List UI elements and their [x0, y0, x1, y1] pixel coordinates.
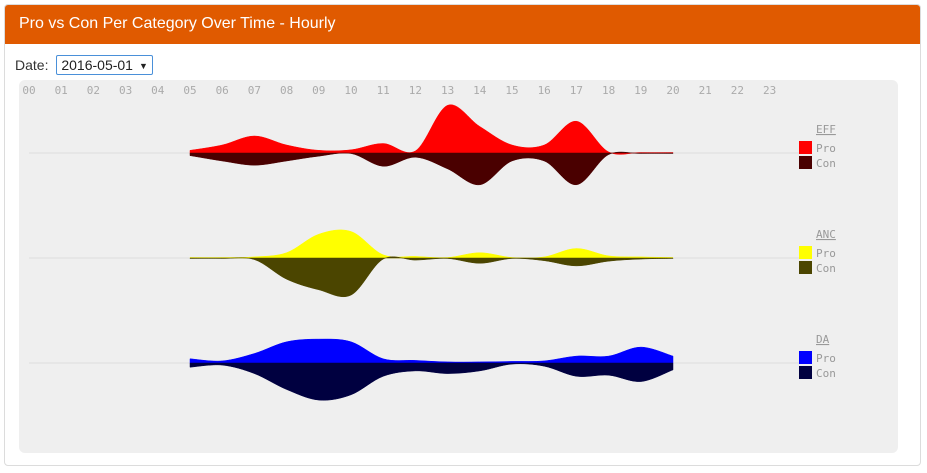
legend-swatch: [799, 261, 812, 274]
streamgraph-chart: 00 01 02 03 04 05 06 07 08 09 10 11 12 13 14 15 16 17 18 19…: [22, 84, 836, 401]
hour-tick-label: 12: [409, 84, 422, 97]
legend-category-label: ANC: [816, 228, 836, 241]
hour-tick-label: 11: [377, 84, 390, 97]
hour-tick-label: 10: [344, 84, 357, 97]
legend-swatch: [799, 156, 812, 169]
plot-area: 00 01 02 03 04 05 06 07 08 09 10 11 12 13 14 15 16 17 18 19…: [19, 80, 898, 453]
hour-tick-label: 00: [22, 84, 35, 97]
hour-tick-label: 07: [248, 84, 261, 97]
page-title: Pro vs Con Per Category Over Time - Hour…: [19, 15, 336, 32]
legend-category-label: DA: [816, 333, 830, 346]
panel-heading: Pro vs Con Per Category Over Time - Hour…: [5, 5, 920, 44]
chevron-down-icon: ▼: [138, 61, 148, 72]
hour-tick-label: 02: [87, 84, 100, 97]
hour-tick-label: 21: [699, 84, 712, 97]
date-label: Date:: [15, 57, 49, 73]
hour-tick-label: 13: [441, 84, 454, 97]
hour-tick-label: 08: [280, 84, 293, 97]
hour-tick-label: 14: [473, 84, 487, 97]
date-select-value: 2016-05-01: [61, 57, 133, 73]
anc-con-area: [189, 256, 674, 298]
legend-series-label: Con: [816, 367, 836, 380]
hour-tick-label: 19: [634, 84, 647, 97]
hour-tick-label: 22: [731, 84, 744, 97]
legend-swatch: [799, 246, 812, 259]
legend-series-label: Con: [816, 157, 836, 170]
hour-tick-label: 09: [312, 84, 325, 97]
legend-series-label: Pro: [816, 142, 836, 155]
legend-swatch: [799, 351, 812, 364]
hour-tick-label: 04: [151, 84, 165, 97]
legend-category-label: EFF: [816, 123, 836, 136]
date-select[interactable]: 2016-05-01 ▼: [56, 55, 153, 75]
hour-tick-label: 01: [55, 84, 68, 97]
hour-tick-label: 05: [183, 84, 196, 97]
hour-tick-label: 23: [763, 84, 776, 97]
hour-tick-label: 06: [216, 84, 229, 97]
da-pro-area: [189, 338, 674, 364]
legend-series-label: Pro: [816, 247, 836, 260]
legend-series-label: Pro: [816, 352, 836, 365]
eff-con-area: [189, 151, 674, 186]
date-filter: Date: 2016-05-01 ▼: [15, 55, 153, 75]
legend-swatch: [799, 141, 812, 154]
da-con-area: [189, 362, 674, 401]
hour-tick-label: 17: [570, 84, 583, 97]
legend-swatch: [799, 366, 812, 379]
hour-tick-label: 15: [505, 84, 518, 97]
hour-tick-label: 16: [538, 84, 551, 97]
hour-tick-label: 20: [666, 84, 679, 97]
eff-pro-area: [189, 104, 674, 155]
hour-tick-label: 18: [602, 84, 615, 97]
legend-series-label: Con: [816, 262, 836, 275]
anc-pro-area: [189, 229, 674, 259]
hour-tick-label: 03: [119, 84, 132, 97]
